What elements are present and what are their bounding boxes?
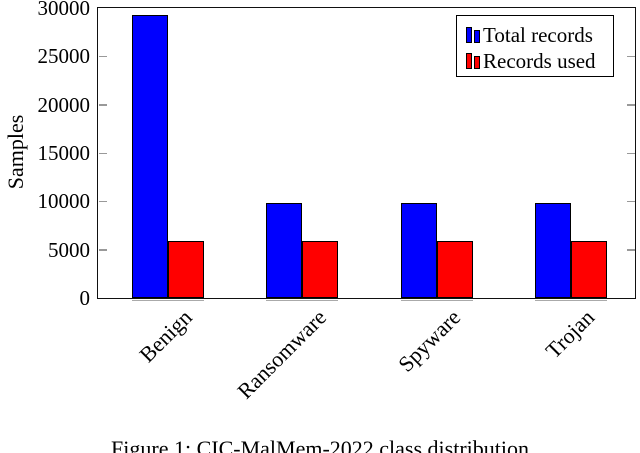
legend-item-label: Records used <box>483 49 596 73</box>
y-tick-mark-right <box>626 152 635 154</box>
y-tick-label: 5000 <box>48 237 90 262</box>
bar-records-used-ransomware <box>302 240 339 298</box>
y-tick-label: 30000 <box>37 0 91 20</box>
y-tick-label: 25000 <box>37 44 91 69</box>
bar-records-used-trojan <box>570 240 607 298</box>
legend-bar-swatch-icon <box>466 27 480 43</box>
legend-item-label: Total records <box>483 23 593 47</box>
legend-mini-bar <box>474 56 480 69</box>
x-tick-label-trojan: Trojan <box>540 304 600 364</box>
bar-total-records-benign <box>132 14 169 298</box>
bar-total-records-ransomware <box>266 203 303 298</box>
chart-legend: Total records Records used <box>456 15 614 77</box>
y-tick-mark-left <box>98 152 107 154</box>
bar-records-used-benign <box>168 240 205 298</box>
y-tick-label: 10000 <box>37 189 91 214</box>
y-tick-mark-left <box>98 104 107 106</box>
y-tick-label: 0 <box>79 286 91 310</box>
legend-mini-bar <box>466 27 472 43</box>
x-axis-base-tick <box>132 299 205 301</box>
x-tick-label-spyware: Spyware <box>392 304 465 377</box>
y-tick-label: 15000 <box>37 141 91 165</box>
y-tick-mark-left <box>98 55 107 58</box>
legend-item-records-used: Records used <box>466 46 613 72</box>
legend-bar-swatch-icon <box>466 53 480 69</box>
y-tick-mark-left <box>98 249 107 251</box>
plot-area: Total records Records used <box>97 7 636 299</box>
x-tick-label-benign: Benign <box>133 304 197 368</box>
y-axis-label: Samples <box>3 114 28 190</box>
legend-mini-bar <box>466 53 472 69</box>
y-tick-mark-right <box>626 200 635 203</box>
bar-total-records-trojan <box>534 203 571 298</box>
figure-caption: Figure 1: CIC-MalMem-2022 class distribu… <box>111 436 529 453</box>
y-tick-mark-left <box>98 200 107 203</box>
x-tick-label-ransomware: Ransomware <box>231 304 331 404</box>
legend-item-total-records: Total records <box>466 20 613 46</box>
bar-records-used-spyware <box>436 240 473 298</box>
y-tick-label: 20000 <box>37 92 91 117</box>
y-tick-mark-right <box>626 104 635 106</box>
bar-total-records-spyware <box>400 203 437 298</box>
x-axis-base-tick <box>534 299 607 301</box>
y-tick-mark-right <box>626 249 635 251</box>
x-axis-base-tick <box>266 299 339 301</box>
x-axis-base-tick <box>400 299 473 301</box>
legend-mini-bar <box>474 30 480 43</box>
y-tick-mark-right <box>626 55 635 58</box>
